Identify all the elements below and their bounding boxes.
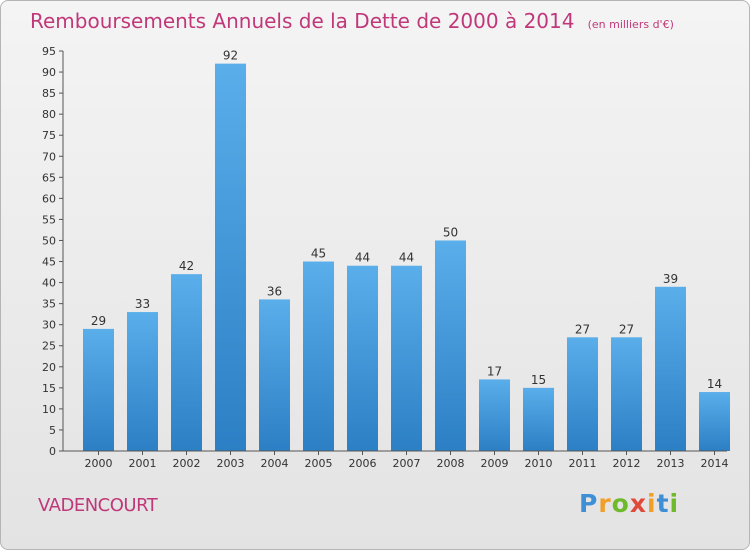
x-tick-label: 2003: [217, 457, 245, 470]
y-axis: 0 5 10 15 20 25 30 35 40 45 50 55 60 65 70 75 80 85 90 95: [42, 45, 64, 458]
x-tick-label: 2000: [85, 457, 113, 470]
y-tick-label: 75: [42, 129, 56, 142]
y-tick-label: 20: [42, 361, 56, 374]
data-label: 39: [663, 272, 678, 286]
proxiti-logo[interactable]: Proxiti: [579, 489, 679, 518]
bar: [435, 240, 466, 451]
bar: [259, 299, 290, 451]
logo-letter: i: [647, 489, 657, 518]
y-tick-label: 45: [42, 256, 56, 269]
x-tick-label: 2009: [481, 457, 509, 470]
logo-letter: t: [656, 489, 670, 518]
y-tick-label: 90: [42, 66, 56, 79]
chart-title: Remboursements Annuels de la Dette de 20…: [30, 9, 575, 33]
bar: [655, 286, 686, 451]
data-label: 15: [531, 373, 546, 387]
bar: [127, 312, 158, 451]
x-tick-label: 2005: [305, 457, 333, 470]
y-tick-label: 15: [42, 382, 56, 395]
y-tick-label: 30: [42, 319, 56, 332]
x-tick-label: 2006: [349, 457, 377, 470]
data-label: 42: [179, 259, 194, 273]
data-label: 44: [399, 251, 414, 265]
bars: 29 33 42 92 36 45 44 44 50 17 15 27 27 39 14: [83, 49, 730, 451]
logo-letter: x: [629, 489, 647, 518]
x-tick-label: 2011: [569, 457, 597, 470]
logo-letter: o: [611, 489, 630, 518]
bar: [391, 265, 422, 451]
x-tick-label: 2012: [613, 457, 641, 470]
data-label: 44: [355, 251, 370, 265]
y-tick-label: 80: [42, 108, 56, 121]
data-label: 14: [707, 377, 722, 391]
x-tick-label: 2002: [173, 457, 201, 470]
y-tick-label: 50: [42, 234, 56, 247]
x-tick-label: 2014: [701, 457, 729, 470]
bar: [347, 265, 378, 451]
data-label: 45: [311, 247, 326, 261]
bar: [171, 274, 202, 451]
bar: [523, 387, 554, 451]
bar: [479, 379, 510, 451]
data-label: 27: [619, 322, 634, 336]
title-line: Remboursements Annuels de la Dette de 20…: [30, 9, 674, 33]
data-label: 27: [575, 322, 590, 336]
logo-letter: i: [669, 489, 680, 518]
bar: [611, 337, 642, 451]
data-label: 36: [267, 284, 282, 298]
bar: [567, 337, 598, 451]
bar: [303, 261, 334, 451]
y-tick-label: 35: [42, 298, 56, 311]
logo-letter: P: [579, 489, 599, 518]
data-label: 33: [135, 297, 150, 311]
y-tick-label: 5: [49, 424, 56, 437]
bar: [699, 392, 730, 451]
data-label: 17: [487, 364, 502, 378]
commune-name: VADENCOURT: [38, 495, 158, 516]
data-label: 92: [223, 49, 238, 63]
x-axis: 2000 2001 2002 2003 2004 2005 2006 2007 2008 2009…: [63, 450, 729, 470]
x-tick-label: 2007: [393, 457, 421, 470]
x-tick-label: 2004: [261, 457, 289, 470]
y-tick-label: 65: [42, 171, 56, 184]
y-tick-label: 70: [42, 150, 56, 163]
chart-subtitle: (en milliers d'€): [587, 18, 674, 31]
x-tick-label: 2008: [437, 457, 465, 470]
y-tick-label: 10: [42, 403, 56, 416]
x-tick-label: 2001: [129, 457, 157, 470]
x-tick-label: 2013: [657, 457, 685, 470]
y-tick-label: 85: [42, 87, 56, 100]
x-tick-label: 2010: [525, 457, 553, 470]
y-tick-label: 25: [42, 340, 56, 353]
y-tick-label: 60: [42, 192, 56, 205]
y-tick-label: 95: [42, 45, 56, 58]
data-label: 29: [91, 314, 106, 328]
logo-letter: r: [598, 489, 612, 518]
y-tick-label: 0: [49, 445, 56, 458]
bar: [83, 328, 114, 451]
y-tick-label: 55: [42, 213, 56, 226]
y-tick-label: 40: [42, 277, 56, 290]
data-label: 50: [443, 225, 458, 239]
bar: [215, 63, 246, 451]
